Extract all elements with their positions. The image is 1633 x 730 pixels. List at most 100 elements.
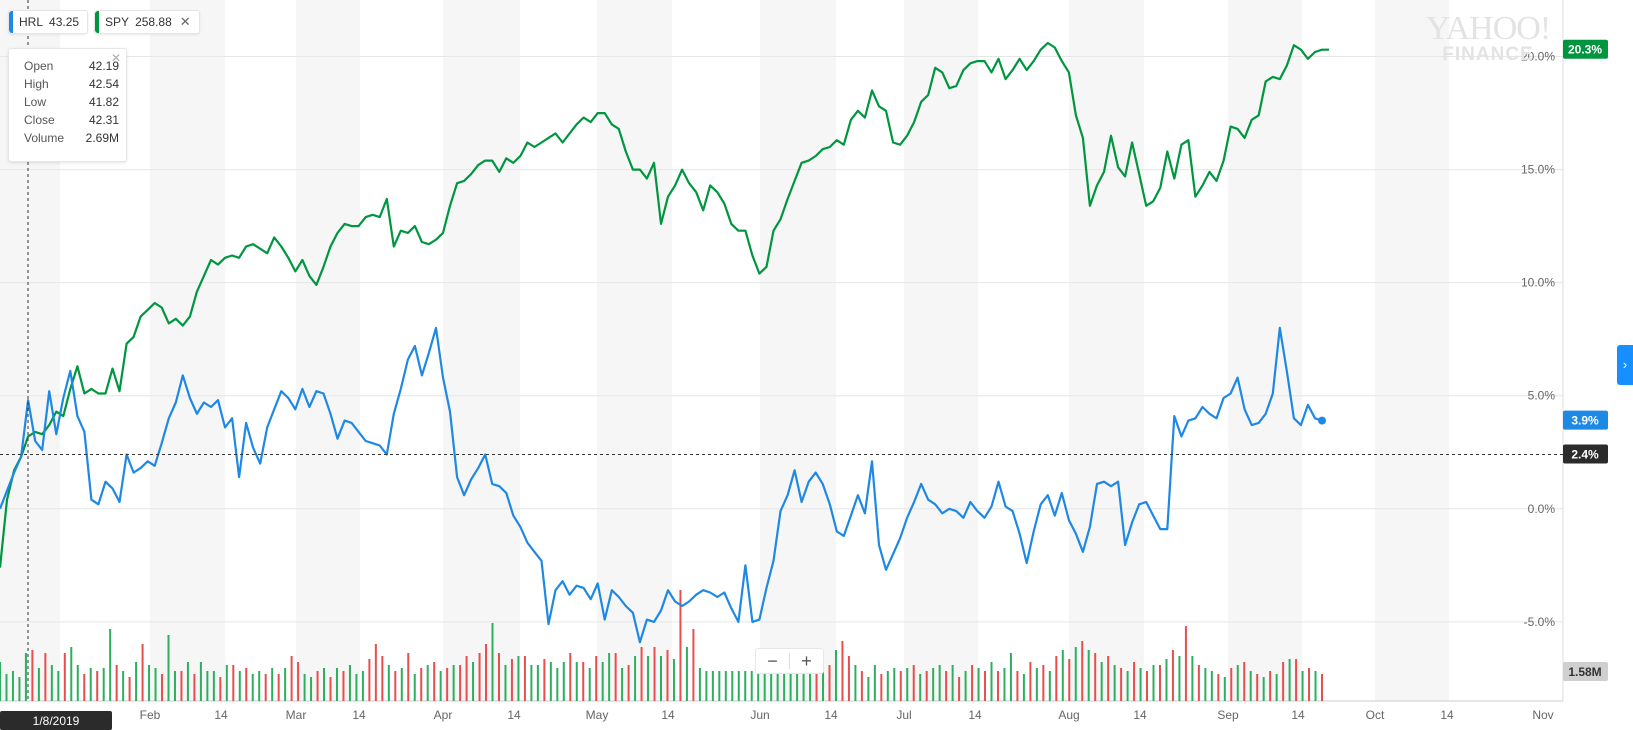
volume-bar bbox=[135, 662, 138, 701]
x-tick-label: Nov bbox=[1532, 708, 1553, 722]
volume-bar bbox=[76, 665, 79, 701]
volume-bar bbox=[0, 662, 1, 701]
volume-bar bbox=[815, 671, 818, 701]
volume-bar bbox=[1256, 674, 1259, 701]
volume-bar bbox=[1295, 659, 1298, 701]
volume-bar bbox=[666, 650, 669, 701]
volume-bar bbox=[873, 665, 876, 701]
crosshair-badge-box bbox=[1563, 444, 1608, 464]
volume-bar bbox=[575, 662, 578, 701]
volume-bar bbox=[180, 671, 183, 701]
volume-bar bbox=[258, 671, 261, 701]
volume-bar bbox=[1262, 677, 1265, 701]
volume-bar bbox=[11, 671, 14, 701]
volume-bar bbox=[1249, 671, 1252, 701]
volume-bar bbox=[225, 665, 228, 701]
volume-bar bbox=[517, 656, 520, 701]
volume-bar bbox=[543, 659, 546, 701]
volume-bar bbox=[387, 665, 390, 701]
x-tick-label: 14 bbox=[352, 708, 366, 722]
volume-bar bbox=[420, 668, 423, 701]
y-tick-label: 10.0% bbox=[1521, 276, 1555, 290]
volume-bar bbox=[886, 671, 889, 701]
logo-line-2: FINANCE bbox=[1442, 44, 1534, 65]
legend-symbol: SPY bbox=[105, 15, 130, 29]
volume-bar bbox=[1191, 656, 1194, 701]
volume-bar bbox=[640, 647, 643, 701]
legend-value: 258.88 bbox=[135, 15, 172, 29]
volume-bar bbox=[880, 674, 883, 701]
x-tick-label: Oct bbox=[1366, 708, 1385, 722]
volume-bar bbox=[1236, 665, 1239, 701]
volume-bar bbox=[938, 665, 941, 701]
volume-bar bbox=[1321, 674, 1323, 701]
volume-bar bbox=[83, 674, 86, 701]
volume-bar bbox=[167, 635, 170, 701]
y-tick-label: 5.0% bbox=[1528, 389, 1556, 403]
spy-badge-label: 20.3% bbox=[1568, 43, 1602, 57]
volume-bar bbox=[1275, 674, 1278, 701]
volume-bar bbox=[206, 671, 209, 701]
volume-bar bbox=[867, 677, 870, 701]
tooltip-value: 41.82 bbox=[88, 95, 119, 109]
volume-bar bbox=[1120, 668, 1123, 701]
hrl-badge-box bbox=[1563, 410, 1608, 430]
close-icon[interactable]: ✕ bbox=[110, 51, 121, 65]
volume-bar bbox=[1003, 668, 1006, 701]
crosshair-badge-label: 2.4% bbox=[1571, 448, 1599, 462]
volume-bar bbox=[984, 671, 987, 701]
volume-bar bbox=[945, 671, 948, 701]
x-tick-label: 14 bbox=[1291, 708, 1305, 722]
tooltip-value: 42.31 bbox=[88, 113, 119, 127]
volume-bar bbox=[297, 662, 300, 701]
tooltip-label: Open bbox=[24, 59, 54, 73]
legend-item-spy[interactable]: SPY 258.88 ✕ bbox=[94, 10, 200, 34]
volume-bar bbox=[154, 668, 157, 701]
volume-bar bbox=[685, 647, 688, 701]
volume-bar bbox=[37, 668, 40, 701]
volume-bar bbox=[847, 656, 850, 701]
y-tick-label: 15.0% bbox=[1521, 163, 1555, 177]
zoom-divider bbox=[789, 653, 790, 669]
volume-bar bbox=[323, 668, 326, 701]
volume-bar bbox=[562, 662, 565, 701]
volume-bar bbox=[212, 671, 215, 701]
volume-bar bbox=[860, 671, 863, 701]
close-icon[interactable]: ✕ bbox=[179, 14, 191, 29]
volume-bar bbox=[1269, 671, 1272, 701]
month-band bbox=[1069, 0, 1144, 701]
volume-bar bbox=[672, 659, 675, 701]
volume-bar bbox=[964, 671, 967, 701]
ohlc-tooltip: ✕ Open 42.19 High 42.54 Low 41.82 Close … bbox=[8, 48, 127, 162]
volume-bar bbox=[96, 671, 99, 701]
volume-bar bbox=[1022, 674, 1025, 701]
tooltip-label: Low bbox=[24, 95, 47, 109]
month-band bbox=[1228, 0, 1302, 701]
volume-bar bbox=[822, 659, 825, 701]
legend-item-hrl[interactable]: HRL 43.25 bbox=[8, 10, 89, 34]
volume-bar bbox=[433, 662, 436, 701]
volume-bar bbox=[601, 662, 604, 701]
volume-bar bbox=[614, 653, 617, 701]
volume-bar bbox=[906, 668, 909, 701]
hrl-badge-label: 3.9% bbox=[1571, 414, 1599, 428]
volume-bar bbox=[990, 662, 993, 701]
legend: HRL 43.25 SPY 258.88 ✕ bbox=[8, 10, 200, 34]
tooltip-row-volume: Volume 2.69M bbox=[24, 131, 119, 145]
chevron-right-icon[interactable]: › bbox=[1617, 345, 1633, 385]
volume-bar bbox=[504, 665, 507, 701]
volume-bar bbox=[692, 629, 695, 701]
volume-bar bbox=[284, 668, 287, 701]
month-band bbox=[296, 0, 360, 701]
volume-bar bbox=[18, 677, 21, 701]
x-tick-label: Jun bbox=[750, 708, 769, 722]
volume-bar bbox=[932, 668, 935, 701]
volume-bar bbox=[1165, 659, 1168, 701]
volume-bar bbox=[394, 671, 397, 701]
volume-bar bbox=[1035, 668, 1038, 701]
volume-bar bbox=[485, 644, 488, 701]
zoom-in-button[interactable]: + bbox=[801, 651, 812, 671]
zoom-out-button[interactable]: − bbox=[767, 651, 778, 671]
volume-bar bbox=[374, 644, 377, 701]
